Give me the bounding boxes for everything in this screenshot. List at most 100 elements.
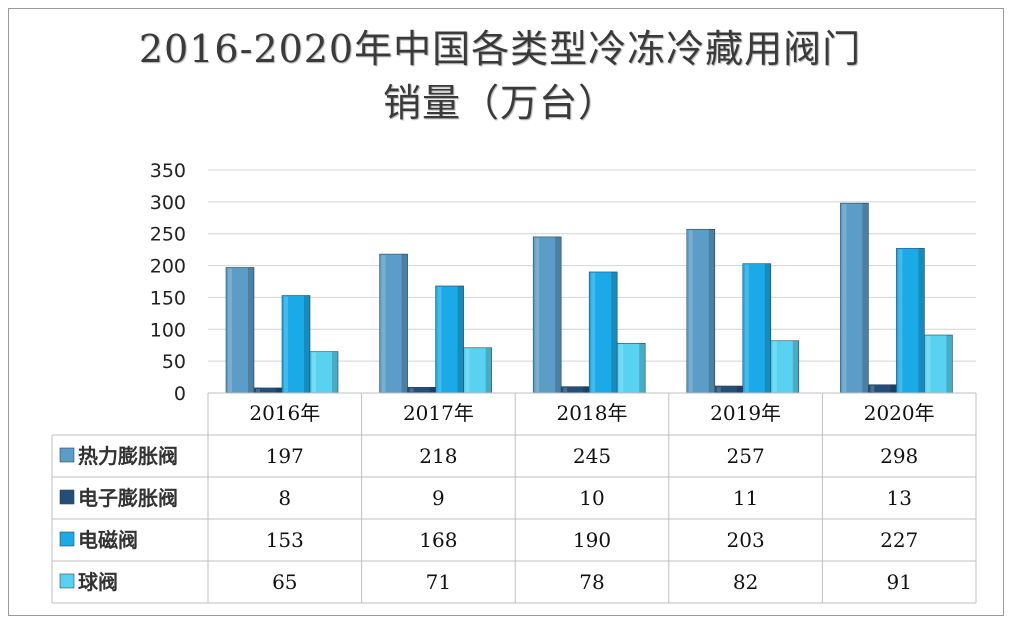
bar bbox=[532, 236, 562, 394]
bar-shade bbox=[555, 236, 562, 393]
y-tick-label: 0 bbox=[174, 383, 186, 405]
bar-body bbox=[742, 263, 772, 394]
bar-shade bbox=[708, 229, 715, 393]
bar-highlight bbox=[409, 388, 414, 392]
bar bbox=[281, 295, 311, 394]
bar-highlight bbox=[772, 341, 777, 392]
data-label: 10 bbox=[579, 486, 604, 510]
chart-title-line2: 销量（万台） bbox=[382, 81, 617, 125]
bar-shade bbox=[946, 335, 953, 393]
data-label: 91 bbox=[886, 570, 911, 594]
bar bbox=[435, 285, 464, 394]
bar bbox=[463, 347, 492, 394]
bar-highlight bbox=[842, 204, 847, 392]
data-label: 257 bbox=[727, 444, 765, 468]
table-row: 热力膨胀阀 197 218 245 257 298 bbox=[59, 444, 918, 468]
y-tick-label: 350 bbox=[150, 160, 186, 182]
bar-highlight bbox=[716, 386, 721, 392]
bar-highlight bbox=[926, 336, 931, 392]
bar bbox=[588, 271, 618, 394]
bar bbox=[714, 385, 744, 394]
bar bbox=[309, 351, 339, 394]
y-tick-label: 200 bbox=[150, 256, 186, 278]
bar-shade bbox=[332, 351, 338, 393]
bar-body bbox=[379, 253, 408, 394]
bar-highlight bbox=[465, 348, 470, 392]
y-tick-label: 50 bbox=[162, 351, 186, 373]
bar bbox=[840, 202, 869, 394]
bar bbox=[924, 334, 953, 394]
bar-highlight bbox=[437, 286, 442, 392]
x-tick-label: 2018年 bbox=[557, 401, 628, 425]
legend-swatch bbox=[59, 573, 75, 589]
legend-swatch bbox=[59, 447, 75, 463]
bar-highlight bbox=[284, 296, 288, 392]
x-tick-label: 2020年 bbox=[864, 401, 935, 425]
bars bbox=[225, 202, 953, 394]
bar-highlight bbox=[228, 268, 232, 392]
bar-body bbox=[225, 267, 255, 394]
bar-shade bbox=[248, 267, 254, 393]
bar bbox=[225, 267, 255, 394]
table-row: 电磁阀 153 168 190 203 227 bbox=[59, 528, 918, 552]
bar bbox=[896, 248, 925, 394]
bar-shade bbox=[736, 385, 743, 393]
bar-body bbox=[924, 334, 953, 394]
bar-shade bbox=[485, 347, 492, 393]
x-tick-label: 2019年 bbox=[710, 401, 781, 425]
bar-highlight bbox=[870, 385, 875, 392]
bar-shade bbox=[457, 285, 464, 393]
bar bbox=[560, 386, 590, 394]
data-label: 218 bbox=[419, 444, 457, 468]
bar-highlight bbox=[312, 352, 316, 392]
bar bbox=[407, 386, 436, 394]
bar-highlight bbox=[619, 344, 624, 392]
data-label: 65 bbox=[272, 570, 297, 594]
legend-label: 电子膨胀阀 bbox=[78, 486, 178, 510]
bar-shade bbox=[583, 386, 590, 393]
bar-shade bbox=[764, 263, 771, 393]
bar-shade bbox=[429, 387, 436, 393]
legend-swatch bbox=[59, 531, 75, 547]
bar-body bbox=[840, 202, 869, 394]
bar-shade bbox=[276, 387, 282, 393]
bar-body bbox=[616, 343, 646, 394]
bar-highlight bbox=[563, 387, 568, 392]
data-label: 168 bbox=[419, 528, 457, 552]
bar-shade bbox=[890, 384, 897, 393]
bar-shade bbox=[401, 254, 408, 393]
data-label: 9 bbox=[432, 486, 445, 510]
data-label: 78 bbox=[579, 570, 604, 594]
legend-label: 电磁阀 bbox=[78, 528, 138, 552]
chart-frame bbox=[8, 8, 1004, 616]
bar-highlight bbox=[744, 264, 749, 392]
bar-highlight bbox=[688, 230, 693, 392]
bar-shade bbox=[862, 203, 869, 393]
y-tick-label: 100 bbox=[150, 319, 186, 341]
bar-body bbox=[463, 347, 492, 394]
bar-body bbox=[686, 228, 716, 394]
bar-shade bbox=[639, 343, 646, 393]
bar-highlight bbox=[898, 249, 903, 392]
y-axis: 0 50 100 150 200 250 300 350 bbox=[150, 160, 186, 405]
y-tick-label: 300 bbox=[150, 192, 186, 214]
bar-body bbox=[309, 351, 339, 394]
bar-highlight bbox=[381, 255, 386, 392]
bar-body bbox=[435, 285, 464, 394]
data-label: 298 bbox=[880, 444, 918, 468]
bar bbox=[686, 228, 716, 394]
bar bbox=[616, 343, 646, 394]
bar bbox=[868, 384, 897, 394]
bar-highlight bbox=[591, 272, 596, 392]
table-row: 电子膨胀阀 8 9 10 11 13 bbox=[59, 486, 912, 510]
legend-label: 球阀 bbox=[78, 570, 118, 594]
bar bbox=[742, 263, 772, 394]
bar-body bbox=[281, 295, 311, 394]
bar-body bbox=[588, 271, 618, 394]
y-tick-label: 250 bbox=[150, 224, 186, 246]
bar-body bbox=[532, 236, 562, 394]
bar-body bbox=[896, 248, 925, 394]
chart-title: 2016-2020年中国各类型冷冻冷藏用阀门 销量（万台） bbox=[0, 22, 1000, 130]
